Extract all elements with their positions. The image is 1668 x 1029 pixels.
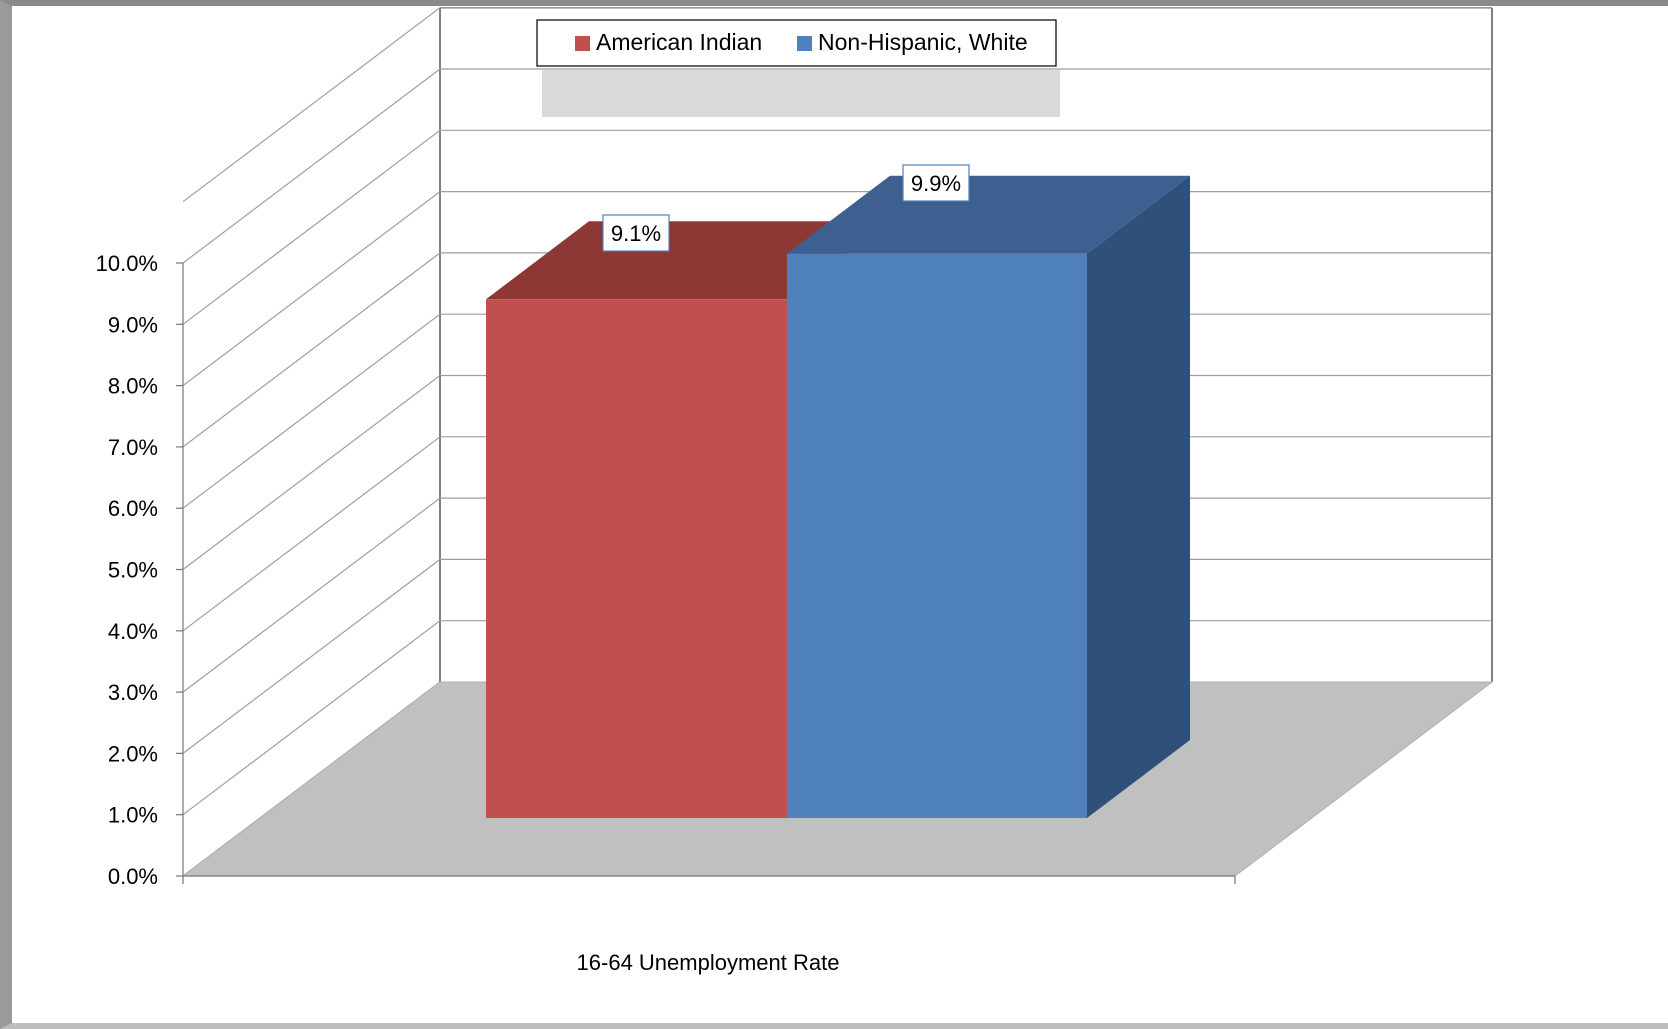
legend-box: [536, 19, 1057, 67]
y-tick-label: 5.0%: [108, 558, 158, 583]
y-tick-label: 9.0%: [108, 312, 158, 337]
legend-swatch-american-indian: [575, 36, 590, 51]
y-tick-label: 4.0%: [108, 619, 158, 644]
side-wall-gridline: [182, 68, 441, 264]
y-tick-label: 0.0%: [108, 864, 158, 889]
side-wall-gridline: [182, 191, 441, 387]
data-label-box-non-hispanic-white: [902, 164, 970, 202]
side-wall-gridline: [182, 558, 441, 754]
chart-bars: [486, 175, 1190, 818]
legend-label-non-hispanic-white: Non-Hispanic, White: [818, 29, 1028, 55]
side-wall-gridline: [182, 252, 441, 448]
side-wall-gridline: [182, 620, 441, 816]
y-tick-label: 3.0%: [108, 680, 158, 705]
y-tick-label: 2.0%: [108, 741, 158, 766]
y-tick-label: 8.0%: [108, 374, 158, 399]
bar-american-indian: [486, 299, 787, 818]
bar-non-hispanic-white: [787, 253, 1087, 818]
x-axis-category-label: 16-64 Unemployment Rate: [577, 950, 840, 975]
y-tick-label: 10.0%: [96, 251, 158, 276]
side-wall-gridline: [182, 7, 441, 203]
y-tick-label: 7.0%: [108, 435, 158, 460]
y-tick-label: 1.0%: [108, 803, 158, 828]
legend: American Indian Non-Hispanic, White: [536, 19, 1060, 117]
side-wall-gridline: [182, 497, 441, 693]
bar-top-non-hispanic-white: [787, 175, 1190, 254]
side-wall-gridline: [182, 129, 441, 325]
data-label-box-american-indian: [602, 214, 670, 252]
y-axis-ticks: 0.0% 1.0% 2.0% 3.0% 4.0% 5.0% 6.0% 7.0% 8.0% 9.0%…: [96, 251, 1236, 889]
data-label-american-indian: 9.1%: [611, 221, 661, 246]
y-tick-label: 6.0%: [108, 496, 158, 521]
legend-swatch-non-hispanic-white: [797, 36, 812, 51]
data-label-non-hispanic-white: 9.9%: [911, 171, 961, 196]
bar-side-non-hispanic-white: [1087, 175, 1190, 818]
side-wall-gridline: [182, 436, 441, 632]
legend-label-american-indian: American Indian: [596, 29, 762, 55]
side-wall-gridline: [182, 375, 441, 570]
side-wall-gridline: [182, 313, 441, 509]
data-labels: 9.1% 9.9%: [602, 164, 970, 252]
